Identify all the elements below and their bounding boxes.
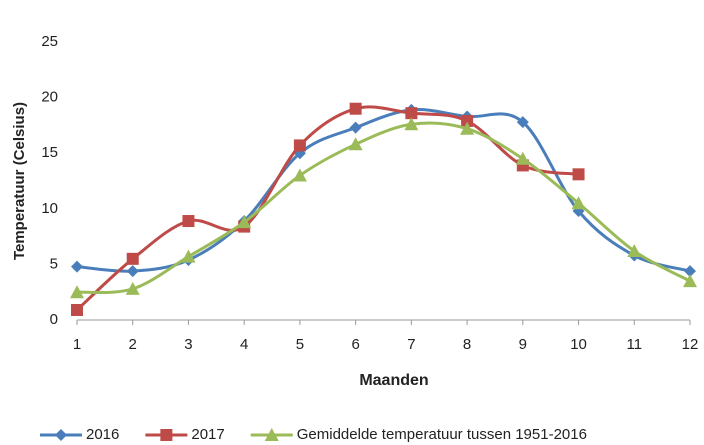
data-point: [181, 249, 196, 263]
data-point: [405, 107, 418, 120]
data-point: [461, 114, 474, 127]
data-point: [70, 285, 84, 299]
y-tick-label: 5: [50, 255, 58, 272]
y-axis-label: Temperatuur (Celsius): [11, 102, 28, 260]
x-tick-label: 11: [626, 336, 642, 353]
legend-marker: [55, 429, 67, 441]
x-tick-label: 7: [407, 336, 415, 353]
data-point: [515, 151, 530, 165]
data-point: [348, 137, 363, 151]
data-point: [683, 274, 697, 288]
data-point: [126, 265, 139, 278]
x-tick-label: 12: [682, 336, 699, 353]
data-point: [460, 121, 475, 135]
legend-label: Gemiddelde temperatuur tussen 1951-2016: [297, 426, 587, 443]
data-point: [349, 121, 362, 134]
data-point: [71, 303, 83, 316]
legend-marker: [160, 429, 173, 441]
legend-marker: [264, 428, 279, 441]
x-tick-label: 9: [519, 336, 527, 353]
y-tick-label: 0: [50, 311, 58, 328]
data-point: [182, 215, 195, 228]
data-point: [126, 252, 139, 265]
x-tick-label: 4: [240, 336, 248, 353]
data-point: [237, 215, 252, 229]
data-point: [516, 116, 529, 129]
data-point: [125, 281, 140, 295]
x-tick-label: 2: [129, 336, 137, 353]
y-tick-label: 20: [41, 89, 58, 106]
series-line: [76, 108, 691, 273]
data-point: [404, 117, 419, 131]
x-tick-label: 1: [73, 336, 81, 353]
x-axis-label: Maanden: [359, 372, 428, 389]
x-tick-label: 10: [570, 336, 587, 353]
x-tick-label: 5: [296, 336, 304, 353]
legend-label: 2017: [191, 426, 224, 443]
y-tick-label: 15: [41, 144, 58, 161]
x-tick-label: 8: [463, 336, 471, 353]
legend-label: 2016: [86, 426, 119, 443]
data-point: [572, 168, 585, 181]
data-point: [684, 265, 696, 278]
data-point: [293, 139, 306, 152]
x-tick-label: 3: [184, 336, 192, 353]
data-point: [571, 196, 586, 210]
data-point: [71, 260, 83, 273]
data-point: [627, 244, 642, 258]
y-tick-label: 25: [41, 33, 58, 50]
data-point: [292, 168, 307, 182]
data-point: [349, 102, 362, 115]
y-tick-label: 10: [41, 200, 58, 217]
x-tick-label: 6: [351, 336, 359, 353]
